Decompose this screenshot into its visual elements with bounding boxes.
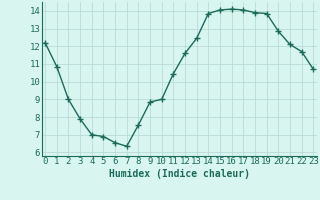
X-axis label: Humidex (Indice chaleur): Humidex (Indice chaleur) [109,169,250,179]
